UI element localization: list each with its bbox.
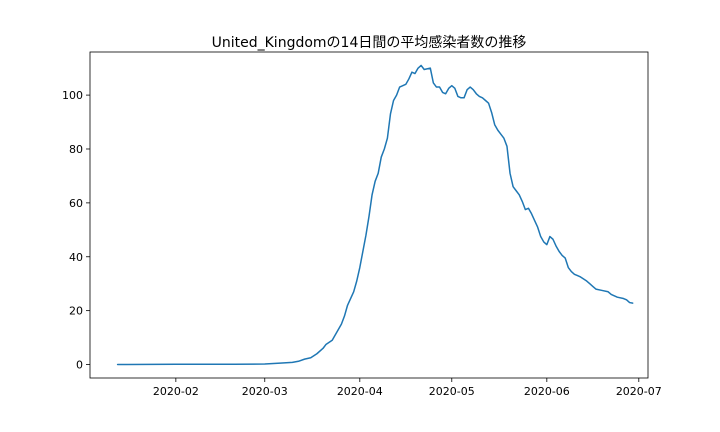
plot-area-frame — [89, 51, 649, 379]
x-tick-label: 2020-04 — [337, 385, 383, 398]
x-tick-label: 2020-06 — [524, 385, 570, 398]
y-tick-label: 20 — [69, 305, 83, 318]
y-tick-label: 100 — [62, 89, 83, 102]
x-tick-label: 2020-03 — [242, 385, 288, 398]
y-tick-label: 40 — [69, 251, 83, 264]
x-tick-label: 2020-07 — [616, 385, 662, 398]
y-tick-label: 0 — [76, 359, 83, 372]
y-axis: 0 20 40 60 80 100 — [62, 89, 90, 372]
x-axis: 2020-02 2020-03 2020-04 2020-05 2020-06 2020-… — [153, 378, 662, 398]
series-line — [116, 64, 634, 366]
y-tick-label: 80 — [69, 143, 83, 156]
y-tick-label: 60 — [69, 197, 83, 210]
x-tick-label: 2020-02 — [153, 385, 199, 398]
x-tick-label: 2020-05 — [429, 385, 475, 398]
chart-title: United_Kingdomの14日間の平均感染者数の推移 — [212, 34, 527, 51]
